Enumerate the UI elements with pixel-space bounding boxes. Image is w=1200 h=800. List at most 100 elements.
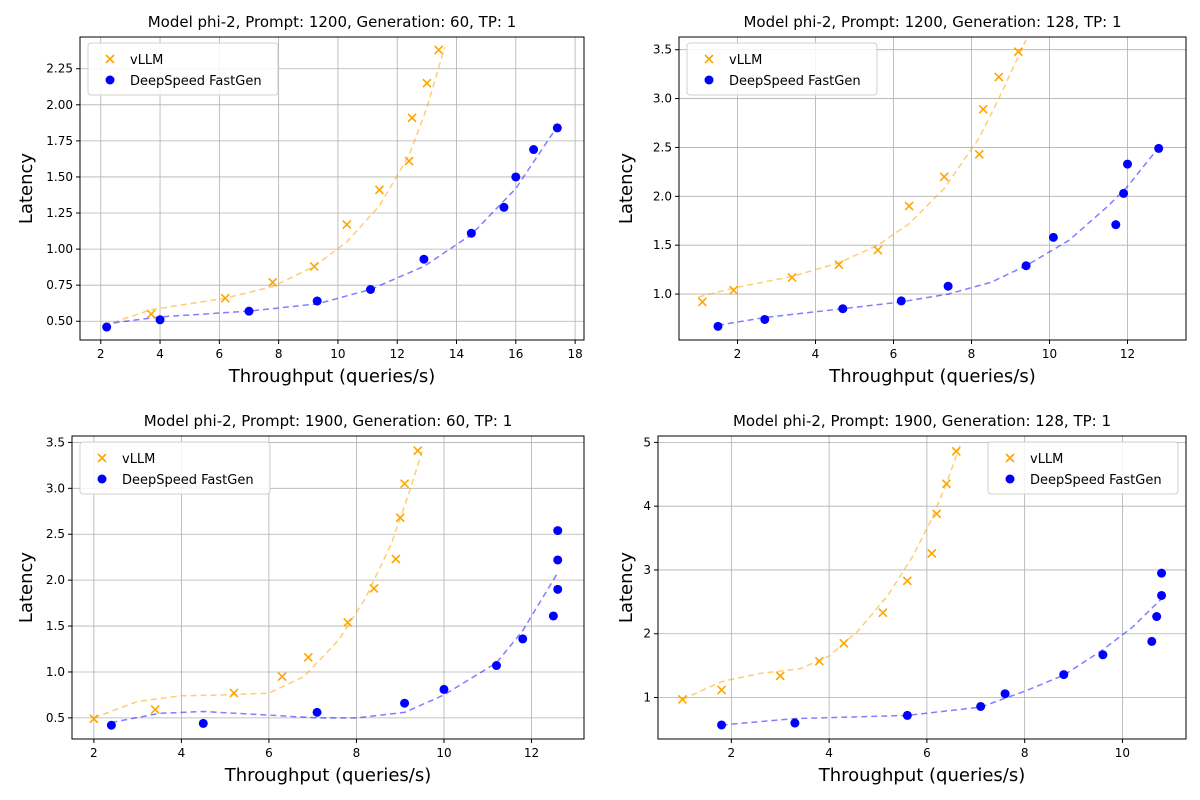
data-point-vllm bbox=[395, 513, 405, 523]
x-tick-label: 4 bbox=[178, 746, 186, 760]
data-point-vllm bbox=[369, 583, 379, 593]
fit-curve-vllm bbox=[103, 46, 446, 327]
data-point-fastgen bbox=[1000, 689, 1010, 699]
data-point-fastgen bbox=[244, 306, 254, 316]
fit-curve-fastgen bbox=[717, 146, 1160, 327]
x-tick-label: 2 bbox=[728, 746, 736, 760]
y-axis-label: Latency bbox=[616, 552, 637, 623]
legend: vLLM DeepSpeed FastGen bbox=[87, 42, 279, 96]
data-point-fastgen bbox=[713, 321, 723, 331]
y-tick-label: 2.5 bbox=[653, 140, 672, 154]
legend-marker-vllm bbox=[97, 453, 107, 463]
data-point-vllm bbox=[951, 446, 961, 456]
x-axis-label: Throughput (queries/s) bbox=[228, 366, 436, 387]
data-point-fastgen bbox=[943, 281, 953, 291]
legend-box bbox=[987, 441, 1179, 495]
data-point-fastgen bbox=[717, 720, 727, 730]
x-tick-label: 8 bbox=[353, 746, 361, 760]
y-axis-label: Latency bbox=[616, 153, 637, 224]
series-vllm bbox=[697, 47, 1023, 307]
data-point-fastgen bbox=[366, 285, 376, 294]
legend-label: DeepSpeed FastGen bbox=[1030, 473, 1162, 488]
data-point-fastgen bbox=[553, 555, 563, 565]
data-point-vllm bbox=[150, 705, 160, 715]
data-point-vllm bbox=[716, 685, 727, 695]
data-point-fastgen bbox=[896, 296, 906, 306]
y-tick-label: 1.0 bbox=[46, 665, 65, 679]
x-tick-label: 10 bbox=[1042, 347, 1057, 361]
data-point-fastgen bbox=[1048, 232, 1058, 242]
data-point-vllm bbox=[994, 72, 1004, 82]
legend: vLLM DeepSpeed FastGen bbox=[79, 441, 271, 495]
data-point-vllm bbox=[941, 479, 952, 489]
data-point-vllm bbox=[878, 608, 888, 618]
data-point-fastgen bbox=[419, 254, 429, 264]
y-tick-label: 1.25 bbox=[46, 206, 73, 220]
data-point-fastgen bbox=[400, 698, 410, 708]
data-point-vllm bbox=[839, 638, 849, 648]
data-point-vllm bbox=[374, 185, 385, 195]
axes-frame bbox=[657, 435, 1187, 740]
legend-label: vLLM bbox=[729, 53, 762, 68]
data-point-vllm bbox=[146, 309, 156, 319]
series-fastgen bbox=[102, 123, 562, 332]
data-point-fastgen bbox=[838, 304, 848, 314]
data-point-vllm bbox=[303, 652, 313, 662]
data-point-fastgen bbox=[312, 296, 322, 306]
legend-marker-vllm bbox=[105, 54, 115, 64]
data-point-fastgen bbox=[1059, 670, 1069, 680]
data-point-vllm bbox=[775, 671, 785, 681]
x-tick-label: 10 bbox=[330, 347, 345, 361]
x-tick-label: 10 bbox=[1115, 746, 1130, 760]
y-tick-label: 2.0 bbox=[46, 573, 65, 587]
legend-box bbox=[686, 42, 878, 96]
x-tick-label: 6 bbox=[216, 347, 224, 361]
data-point-vllm bbox=[834, 260, 844, 270]
series-fastgen bbox=[106, 526, 563, 730]
fit-curve-fastgen bbox=[111, 572, 559, 724]
data-point-vllm bbox=[343, 617, 353, 627]
grid-lines bbox=[72, 436, 584, 739]
x-tick-label: 8 bbox=[1021, 746, 1029, 760]
x-axis-label: Throughput (queries/s) bbox=[818, 765, 1026, 786]
x-tick-label: 4 bbox=[825, 746, 833, 760]
y-axis-label: Latency bbox=[16, 153, 37, 224]
x-tick-label: 8 bbox=[968, 347, 976, 361]
data-point-vllm bbox=[400, 479, 410, 489]
x-tick-label: 16 bbox=[508, 347, 523, 361]
data-point-fastgen bbox=[102, 322, 112, 332]
x-tick-label: 4 bbox=[812, 347, 820, 361]
fit-curve-vllm bbox=[682, 442, 962, 701]
legend: vLLM DeepSpeed FastGen bbox=[686, 42, 878, 96]
data-point-vllm bbox=[277, 671, 287, 682]
data-point-vllm bbox=[787, 272, 797, 283]
y-tick-label: 3.0 bbox=[653, 92, 672, 106]
y-tick-label: 1 bbox=[643, 691, 651, 705]
fit-curve-vllm bbox=[93, 451, 423, 719]
y-tick-label: 1.75 bbox=[46, 134, 73, 148]
data-point-fastgen bbox=[548, 611, 558, 621]
data-point-vllm bbox=[873, 245, 883, 255]
data-point-vllm bbox=[422, 78, 432, 88]
series-vllm bbox=[677, 446, 961, 705]
data-point-fastgen bbox=[1111, 220, 1121, 230]
data-point-vllm bbox=[904, 201, 914, 211]
legend-marker-fastgen bbox=[97, 474, 107, 484]
data-point-fastgen bbox=[518, 634, 528, 644]
data-point-vllm bbox=[89, 714, 99, 724]
x-tick-label: 12 bbox=[390, 347, 405, 361]
legend-label: vLLM bbox=[122, 452, 155, 467]
data-point-vllm bbox=[939, 172, 949, 182]
data-point-vllm bbox=[697, 297, 707, 307]
chart-panel-3: 2 4 6 8 10 12 0.5 1.0 1.5 2.0 2.5 3.0 3.5 Model phi-2… bbox=[16, 412, 585, 786]
chart-title: Model phi-2, Prompt: 1200, Generation: 1… bbox=[743, 13, 1121, 31]
legend-marker-vllm bbox=[704, 54, 714, 64]
axes-frame bbox=[79, 36, 585, 341]
data-point-fastgen bbox=[1119, 188, 1129, 198]
x-tick-label: 2 bbox=[90, 746, 98, 760]
data-point-fastgen bbox=[511, 172, 521, 182]
x-axis-label: Throughput (queries/s) bbox=[828, 366, 1036, 387]
data-point-vllm bbox=[404, 156, 414, 166]
data-point-vllm bbox=[407, 113, 417, 123]
